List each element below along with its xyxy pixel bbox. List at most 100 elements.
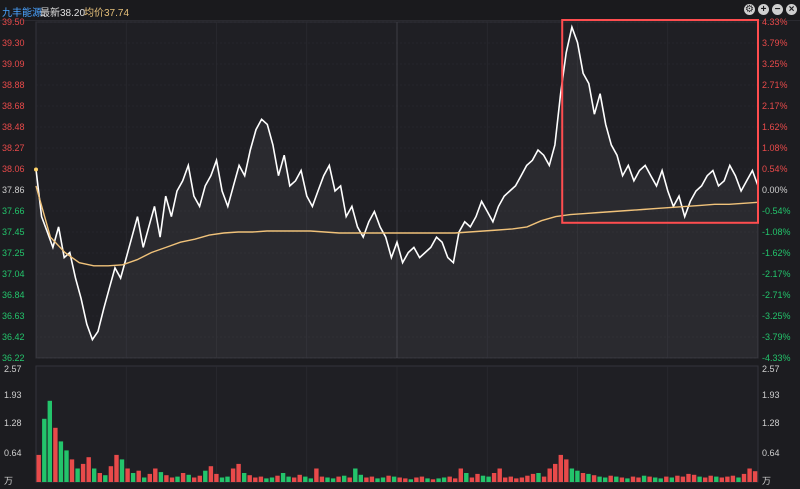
price-tick-label: 39.09: [2, 59, 25, 69]
price-area: [36, 27, 758, 358]
volume-bar: [342, 475, 347, 482]
volume-bar: [242, 473, 247, 482]
volume-bar: [158, 472, 164, 482]
volume-bar: [647, 476, 652, 482]
volume-tick-label: 1.93: [762, 390, 780, 400]
volume-tick-label: 1.93: [4, 390, 22, 400]
volume-bar: [653, 477, 658, 482]
volume-bar: [97, 473, 102, 482]
volume-bar: [80, 463, 86, 482]
volume-bar: [36, 454, 41, 482]
zoom-out-icon[interactable]: −: [772, 4, 783, 15]
percent-tick-label: -3.25%: [762, 311, 791, 321]
volume-bar: [603, 477, 608, 482]
volume-tick-label: 1.28: [4, 418, 22, 428]
volume-bar: [75, 468, 80, 482]
volume-bar: [164, 475, 169, 482]
price-tick-label: 36.63: [2, 311, 25, 321]
volume-bar: [703, 477, 708, 482]
volume-bar: [180, 473, 186, 482]
volume-bar: [292, 477, 297, 482]
price-tick-label: 38.06: [2, 164, 25, 174]
price-tick-label: 38.27: [2, 143, 25, 153]
volume-bar: [725, 476, 730, 482]
volume-bar: [697, 476, 702, 482]
volume-bar: [419, 476, 425, 482]
highlight-box: [561, 19, 759, 224]
volume-bar: [369, 476, 375, 482]
volume-bar: [469, 477, 475, 482]
volume-bar: [514, 478, 519, 482]
volume-bar: [47, 400, 52, 482]
volume-bar: [92, 468, 97, 482]
volume-bar: [197, 475, 202, 482]
percent-tick-label: 0.00%: [762, 185, 788, 195]
volume-bar: [119, 459, 125, 482]
close-icon[interactable]: ×: [786, 4, 797, 15]
volume-bar: [69, 459, 75, 482]
volume-bar: [530, 473, 536, 482]
settings-icon[interactable]: ⚙: [744, 4, 755, 15]
volume-bar: [625, 478, 630, 482]
stock-name[interactable]: 九丰能源: [2, 8, 42, 19]
volume-bar: [636, 477, 641, 482]
volume-bar: [336, 476, 341, 482]
volume-bar: [669, 477, 674, 482]
price-tick-label: 39.30: [2, 38, 25, 48]
volume-bar: [458, 468, 463, 482]
price-line: [35, 24, 759, 342]
volume-bar: [553, 463, 558, 482]
volume-bar: [691, 474, 697, 482]
volume-bar: [414, 477, 419, 482]
volume-bar: [364, 477, 369, 482]
volume-bar: [708, 475, 713, 482]
price-tick-label: 38.48: [2, 122, 25, 132]
percent-tick-label: -1.62%: [762, 248, 791, 258]
volume-bar: [441, 477, 447, 482]
volume-bar: [86, 457, 91, 482]
price-tick-label: 37.45: [2, 227, 25, 237]
volume-bar: [214, 473, 219, 482]
volume-bar: [358, 474, 363, 482]
volume-tick-label: 0.64: [4, 448, 22, 458]
volume-bar: [347, 477, 352, 482]
volume-bar: [303, 476, 308, 482]
volume-bar: [297, 474, 302, 482]
price-tick-label: 39.50: [2, 17, 25, 27]
volume-tick-label: 万: [762, 476, 771, 486]
volume-bar: [730, 475, 736, 482]
volume-bar: [353, 468, 358, 482]
volume-bar: [680, 476, 686, 482]
volume-bar: [503, 477, 508, 482]
volume-bar: [330, 478, 336, 482]
volume-tick-label: 0.64: [762, 448, 780, 458]
zoom-in-icon[interactable]: +: [758, 4, 769, 15]
volume-tick-label: 2.57: [4, 364, 22, 374]
volume-bar: [269, 477, 275, 482]
volume-bar: [397, 477, 402, 482]
volume-bar: [614, 476, 619, 482]
volume-bar: [314, 468, 319, 482]
volume-bar: [436, 478, 441, 482]
price-tick-label: 37.66: [2, 206, 25, 216]
percent-tick-label: -3.79%: [762, 332, 791, 342]
volume-tick-label: 2.57: [762, 364, 780, 374]
price-tick-label: 36.42: [2, 332, 25, 342]
volume-bar: [519, 477, 525, 482]
volume-bar: [658, 478, 663, 482]
volume-bar: [491, 473, 497, 482]
volume-bar: [630, 476, 636, 482]
average-price-label: 均价37.74: [84, 8, 130, 19]
volume-bar: [114, 454, 119, 482]
volume-bar: [136, 470, 141, 482]
volume-bar: [169, 477, 175, 482]
volume-bar: [103, 475, 108, 482]
volume-bar: [258, 476, 264, 482]
price-tick-label: 38.68: [2, 101, 25, 111]
volume-bar: [480, 475, 486, 482]
percent-tick-label: 4.33%: [762, 17, 788, 27]
volume-bar: [597, 476, 602, 482]
percent-tick-label: 3.25%: [762, 59, 788, 69]
percent-tick-label: -2.17%: [762, 269, 791, 279]
